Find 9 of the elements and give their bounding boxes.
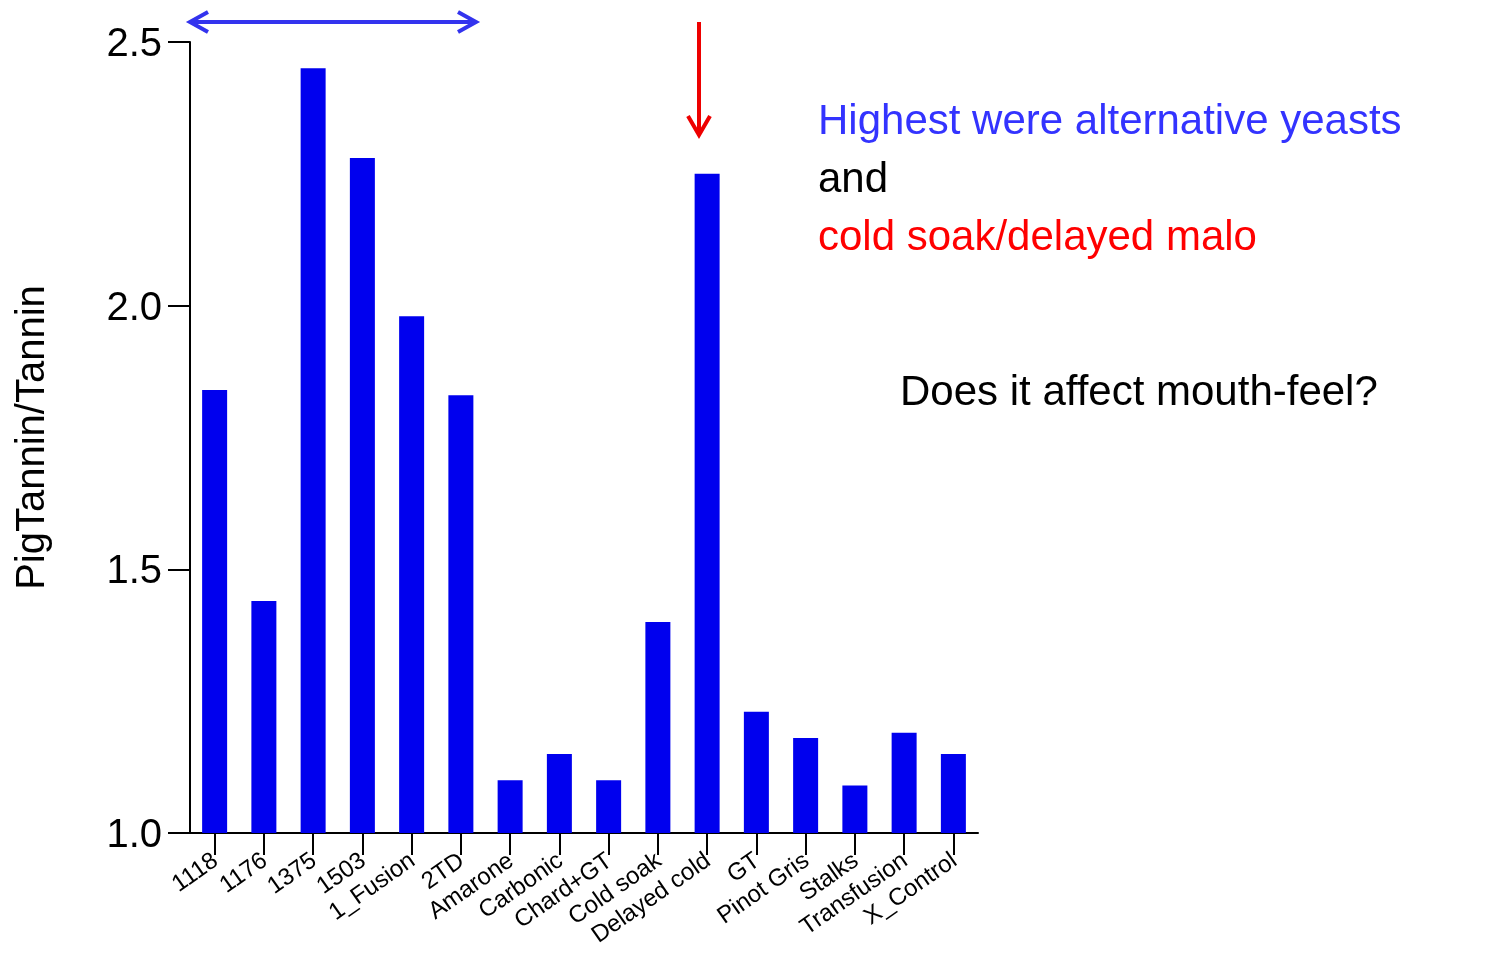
y-axis-title: PigTannin/Tannin: [8, 285, 52, 590]
y-tick-label: 1.0: [106, 811, 162, 855]
annotation: Highest were alternative yeasts: [818, 95, 1402, 143]
annotation: and: [818, 153, 889, 201]
y-tick-label: 2.5: [106, 20, 162, 64]
annotation: cold soak/delayed malo: [818, 211, 1257, 259]
y-tick-label: 1.5: [106, 547, 162, 592]
y-tick-label: 2.0: [106, 283, 162, 328]
annotation: Does it affect mouth-feel?: [900, 366, 1378, 414]
